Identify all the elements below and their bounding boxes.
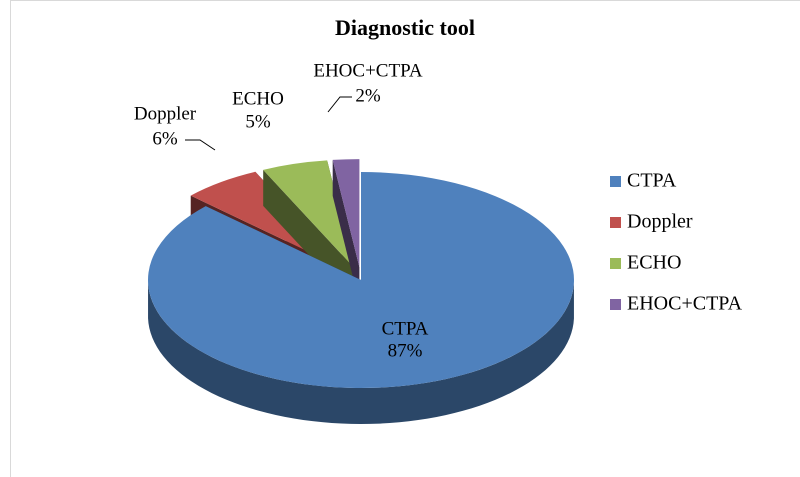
- data-label-value: 6%: [152, 128, 178, 149]
- legend-swatch: [610, 217, 621, 228]
- leader-line: [185, 139, 216, 151]
- chart-border: [10, 0, 800, 477]
- data-label-name: ECHO: [232, 88, 284, 109]
- legend-label: EHOC+CTPA: [627, 293, 743, 315]
- legend-swatch: [610, 176, 621, 187]
- legend-swatch: [610, 258, 621, 269]
- legend-swatch: [610, 299, 621, 310]
- chart-title: Diagnostic tool: [335, 15, 475, 40]
- pie-slice: [263, 160, 354, 268]
- data-label-name: EHOC+CTPA: [313, 60, 423, 81]
- data-label-name: CTPA: [382, 318, 429, 339]
- data-label-value: 87%: [388, 340, 423, 361]
- pie-slice: [147, 172, 575, 389]
- data-label-name: Doppler: [134, 103, 197, 124]
- pie-slice: [332, 159, 360, 268]
- data-label-value: 2%: [355, 85, 381, 106]
- pie-slice-group: [332, 159, 360, 304]
- leader-line: [327, 96, 352, 113]
- slice-wall: [148, 282, 574, 424]
- data-label-value: 5%: [245, 111, 271, 132]
- pie-slice-group: [147, 172, 575, 424]
- slice-side: [332, 159, 360, 304]
- legend-label: CTPA: [627, 170, 677, 192]
- legend-label: ECHO: [627, 252, 681, 274]
- legend-label: Doppler: [627, 211, 693, 233]
